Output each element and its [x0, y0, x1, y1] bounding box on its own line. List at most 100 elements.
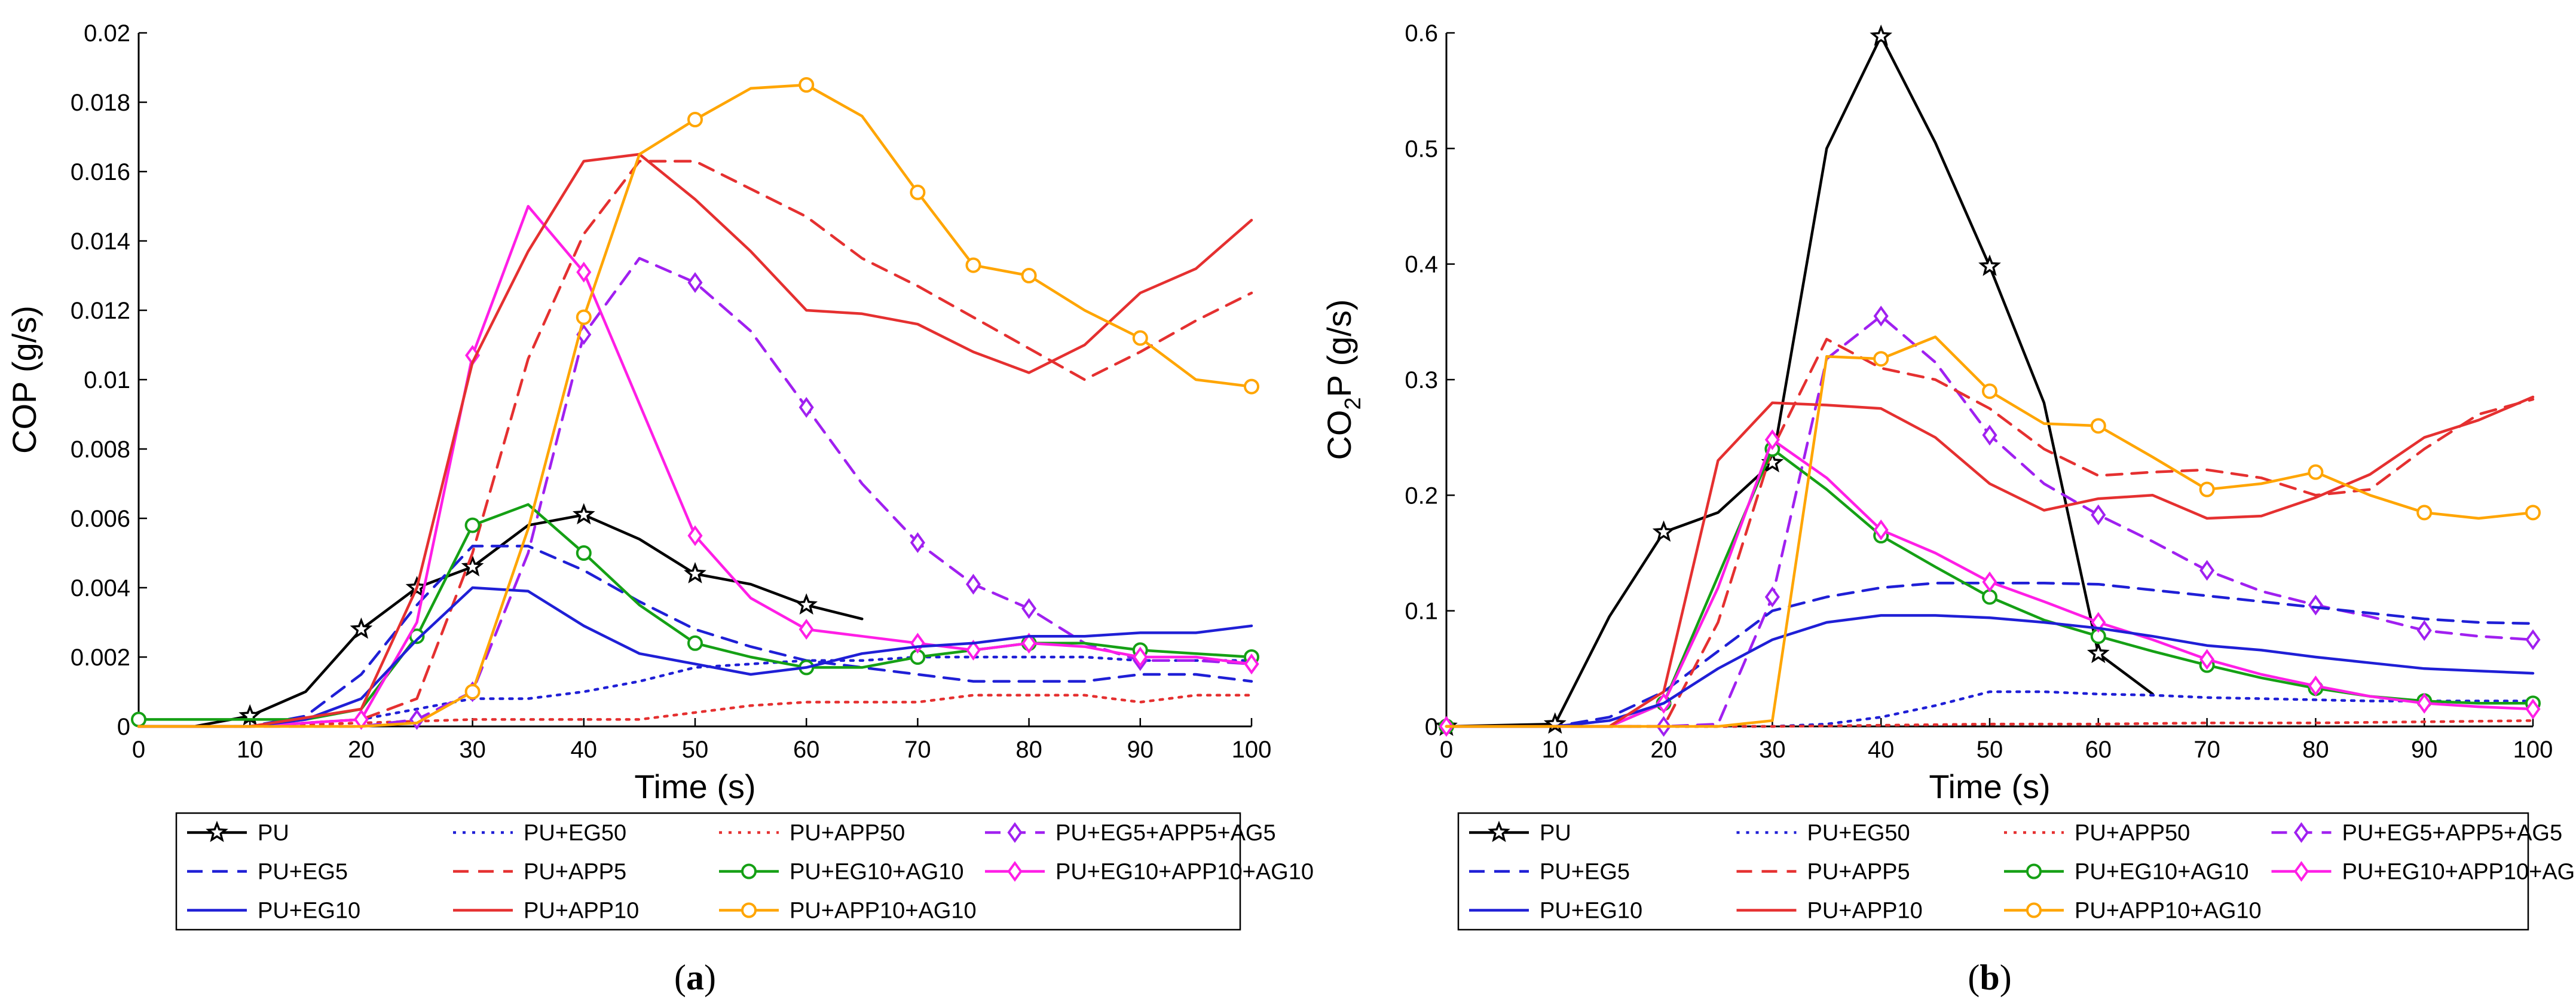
legend-entry: PU+EG10+AG10	[2004, 860, 2249, 885]
data-point-marker	[2525, 629, 2541, 650]
legend-entry: PU+EG50	[453, 821, 626, 846]
series-line	[137, 83, 1253, 728]
legend-entry: PU+EG50	[1736, 821, 1910, 846]
y-tick-label: 0.4	[1405, 252, 1438, 278]
y-tick-label: 0	[1425, 714, 1438, 740]
x-tick-label: 80	[1015, 737, 1042, 763]
x-tick-label: 30	[1759, 737, 1786, 763]
legend-label: PU+EG10	[258, 899, 360, 924]
data-point-marker	[409, 708, 425, 730]
x-tick-label: 0	[132, 737, 145, 763]
legend-marker	[1007, 861, 1023, 882]
y-tick-label: 0.6	[1405, 20, 1438, 47]
series-line	[137, 160, 1253, 728]
data-point-marker	[1543, 712, 1567, 734]
series-pu-eg10	[1445, 614, 2535, 728]
series-pu-app5	[1445, 338, 2535, 728]
y-axis-label: COP (g/s)	[5, 306, 43, 454]
y-label-rest: P (g/s)	[1320, 299, 1358, 397]
x-tick-label: 10	[1542, 737, 1569, 763]
data-point-marker	[684, 562, 706, 584]
y-label-subscript: 2	[1341, 397, 1366, 410]
data-point-marker	[910, 532, 925, 554]
legend-label: PU+EG10	[1540, 899, 1642, 924]
data-point-marker	[350, 617, 373, 639]
legend-entry: PU	[1469, 821, 1571, 846]
legend-box	[1457, 812, 2529, 931]
legend-marker	[206, 820, 228, 842]
legend-label: PU+EG10+APP10+AG10	[1056, 860, 1314, 885]
data-point-marker	[799, 619, 814, 640]
data-point-marker	[2525, 505, 2541, 521]
legend-entry: PU+APP10+AG10	[719, 899, 977, 924]
series-pu-app10-ag10	[137, 77, 1259, 728]
data-point-marker	[2087, 642, 2110, 664]
series-line	[1445, 335, 2535, 728]
legend-marker	[2026, 863, 2042, 879]
data-point-marker	[2199, 560, 2215, 581]
x-tick-label: 0	[1440, 737, 1453, 763]
series-pu-eg5-app5-ag5	[1445, 306, 2541, 737]
legend-entry: PU+EG5	[187, 860, 348, 885]
legend-marker	[1007, 822, 1023, 843]
series-line	[137, 204, 1253, 728]
data-point-marker	[131, 711, 146, 728]
data-point-marker	[1978, 254, 2001, 276]
data-point-marker	[2308, 464, 2324, 480]
y-tick-label: 0.002	[71, 644, 130, 671]
data-point-marker	[687, 635, 703, 651]
data-point-marker	[799, 77, 815, 93]
x-tick-label: 20	[1650, 737, 1677, 763]
series-pu-app10	[1445, 395, 2535, 728]
y-tick-label: 0.016	[71, 159, 130, 185]
legend-entry: PU+APP5	[1736, 860, 1910, 885]
data-point-marker	[1873, 306, 1889, 327]
panel-letter: a	[686, 958, 704, 997]
legend-label: PU+EG50	[524, 821, 626, 846]
data-point-marker	[1982, 571, 1997, 592]
legend-label: PU+EG5	[1540, 860, 1630, 885]
legend-entry: PU+EG10	[187, 899, 360, 924]
data-point-marker	[1133, 646, 1148, 668]
data-point-marker	[910, 184, 926, 200]
data-point-marker	[1244, 378, 1259, 395]
y-tick-label: 0.5	[1405, 136, 1438, 162]
data-point-marker	[910, 633, 925, 654]
legend-entry: PU+EG10+APP10+AG10	[2271, 860, 2576, 885]
data-point-marker	[687, 525, 703, 546]
y-tick-label: 0.018	[71, 90, 130, 116]
legend-entry: PU+EG10+AG10	[719, 860, 964, 885]
chart-panel-a: 0 10 20 30 40 50 60 70 80 90 100 0 0.002 0.004 0.006 0.…	[5, 20, 1314, 997]
data-point-marker	[1244, 653, 1259, 675]
data-point-marker	[2416, 620, 2432, 641]
data-point-marker	[353, 708, 369, 730]
x-tick-label: 70	[904, 737, 931, 763]
data-point-marker	[2199, 649, 2215, 670]
series-line	[137, 503, 1253, 721]
data-point-marker	[576, 309, 592, 325]
series-line	[1445, 438, 2535, 728]
legend-label: PU+EG5+APP5+AG5	[2342, 821, 2563, 846]
chart-panel-b: 0 10 20 30 40 50 60 70 80 90 100 0 0.1 0.2 0.3 0.4 0.5 0.…	[1320, 20, 2576, 997]
data-point-marker	[1132, 330, 1148, 346]
x-axis-label: Time (s)	[1929, 768, 2050, 805]
y-tick-label: 0.1	[1405, 598, 1438, 625]
data-point-marker	[965, 573, 981, 595]
data-point-marker	[1764, 429, 1780, 450]
legend-box	[175, 812, 1241, 931]
data-point-marker	[1652, 520, 1675, 542]
data-point-marker	[464, 517, 481, 533]
series-line	[1445, 314, 2535, 728]
legend-label: PU+APP10+AG10	[790, 899, 977, 924]
data-point-marker	[2199, 481, 2215, 497]
y-tick-label: 0.014	[71, 228, 130, 255]
x-tick-label: 30	[459, 737, 486, 763]
series-pu	[137, 503, 864, 728]
legend-label: PU+EG10+APP10+AG10	[2342, 860, 2576, 885]
x-tick-label: 50	[682, 737, 709, 763]
data-point-marker	[1982, 589, 1997, 605]
series-pu	[1435, 25, 2154, 736]
legend-entry: PU+APP10	[453, 899, 639, 924]
series-line	[137, 152, 1253, 728]
data-point-marker	[2416, 505, 2433, 521]
